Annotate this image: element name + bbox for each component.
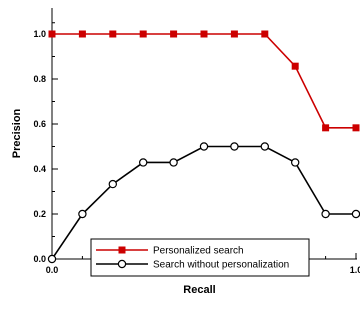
data-point [230, 142, 239, 151]
y-tick-label: 0.6 [33, 119, 46, 129]
legend-label: Personalized search [153, 246, 244, 257]
data-point [351, 209, 360, 219]
y-axis-title: Precision [11, 108, 23, 158]
data-point [78, 209, 87, 219]
data-point [138, 158, 148, 167]
data-point [170, 30, 178, 38]
data-point [78, 30, 86, 38]
data-point [47, 254, 57, 264]
data-point [322, 124, 330, 132]
y-tick-label: 1.0 [33, 29, 46, 39]
axes: 0.00.20.40.60.81.00.00.20.40.60.81.0 [33, 8, 360, 275]
data-point [48, 30, 56, 38]
legend-box [90, 238, 310, 277]
x-tick-label: 0.0 [46, 265, 59, 275]
x-tick-label: 1.0 [350, 265, 360, 275]
data-point [261, 30, 269, 38]
data-point [169, 158, 178, 167]
x-axis-title: Recall [183, 284, 215, 296]
data-point [109, 30, 117, 38]
data-point [139, 30, 147, 38]
data-point [108, 179, 118, 189]
data-point [260, 142, 269, 151]
y-tick-label: 0.2 [33, 209, 46, 219]
y-tick-label: 0.4 [33, 164, 46, 174]
y-tick-label: 0.8 [33, 74, 46, 84]
legend-marker [117, 259, 127, 269]
data-point [321, 209, 330, 219]
data-point [199, 142, 209, 151]
data-point [291, 62, 299, 70]
series-line [52, 33, 356, 129]
series-personalized-search [48, 30, 360, 132]
data-point [352, 124, 360, 132]
y-tick-label: 0.0 [33, 254, 46, 264]
data-point [200, 30, 208, 38]
series-search-without-personalization [47, 142, 360, 264]
legend: Personalized search Search without person… [90, 238, 310, 277]
series-layer [47, 30, 360, 264]
data-point [230, 30, 238, 38]
data-point [291, 158, 300, 167]
legend-marker [118, 246, 126, 254]
legend-label: Search without personalization [153, 260, 289, 271]
